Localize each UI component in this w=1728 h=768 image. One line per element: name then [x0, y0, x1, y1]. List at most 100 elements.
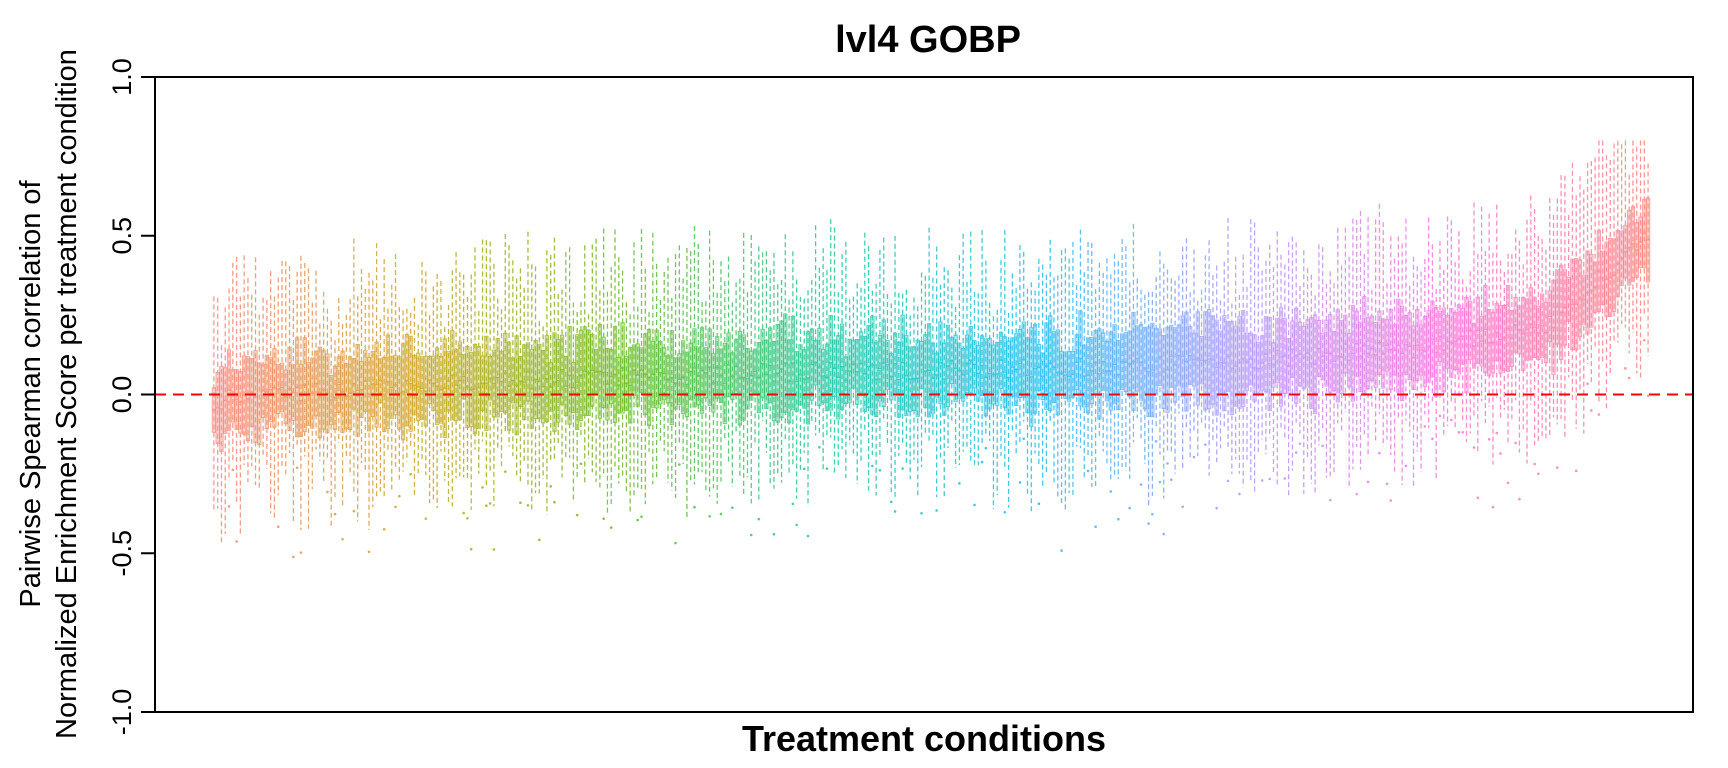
box-condition-56 — [419, 261, 425, 462]
box-condition-83 — [522, 287, 527, 463]
outlier-point — [795, 523, 798, 527]
box-condition-289 — [1301, 250, 1306, 494]
box-condition-354 — [1547, 197, 1552, 436]
box-condition-375 — [1627, 174, 1632, 380]
box-condition-157 — [802, 298, 807, 471]
box-condition-179 — [885, 294, 890, 446]
box-condition-123 — [673, 253, 678, 545]
box-condition-181 — [892, 235, 898, 513]
box-condition-62 — [442, 327, 447, 481]
box-condition-8 — [238, 296, 243, 536]
box-condition-198 — [957, 255, 962, 485]
box-condition-6 — [230, 262, 235, 472]
outlier-point — [488, 502, 492, 505]
box-condition-64 — [450, 270, 455, 507]
box-condition-37 — [348, 299, 353, 476]
box-condition-237 — [1104, 258, 1110, 466]
outlier-point — [1037, 502, 1041, 506]
box-condition-24 — [298, 255, 304, 554]
box-condition-116 — [646, 312, 652, 452]
box-condition-221 — [1044, 275, 1049, 473]
box-condition-333 — [1468, 271, 1473, 434]
outlier-point — [235, 540, 238, 543]
box-condition-13 — [257, 314, 262, 489]
box-condition-326 — [1441, 270, 1446, 435]
box-condition-177 — [877, 249, 883, 472]
box-condition-318 — [1411, 256, 1416, 488]
box-condition-238 — [1108, 274, 1113, 493]
box-condition-366 — [1593, 157, 1598, 348]
outlier-point — [1499, 452, 1502, 455]
box-condition-187 — [915, 306, 920, 496]
box-condition-288 — [1297, 285, 1303, 445]
box-condition-349 — [1528, 195, 1533, 405]
outlier-point — [878, 468, 882, 472]
box-condition-165 — [832, 227, 837, 473]
outlier-point — [609, 526, 613, 529]
box-condition-170 — [851, 296, 856, 457]
outlier-point — [1385, 482, 1389, 486]
box-condition-61 — [438, 281, 444, 452]
box-condition-103 — [597, 290, 602, 490]
box-condition-312 — [1388, 236, 1393, 502]
outlier-point — [1533, 462, 1536, 466]
outlier-point — [1476, 496, 1480, 500]
y-tick-label-4: 1.0 — [107, 58, 137, 96]
box-condition-101 — [590, 244, 595, 473]
box-condition-353 — [1543, 249, 1549, 439]
box-condition-350 — [1532, 208, 1537, 466]
box-condition-242 — [1123, 246, 1128, 471]
box-condition-188 — [919, 272, 924, 515]
box-condition-253 — [1165, 269, 1170, 465]
outlier-point — [276, 525, 280, 528]
box-condition-48 — [389, 284, 394, 492]
box-condition-108 — [616, 257, 621, 484]
box-condition-358 — [1562, 175, 1567, 437]
box-condition-156 — [798, 296, 803, 471]
box-condition-47 — [385, 308, 391, 451]
outlier-point — [818, 445, 821, 449]
box-condition-329 — [1453, 262, 1458, 430]
outlier-point — [893, 510, 897, 513]
box-condition-227 — [1067, 258, 1072, 494]
box-condition-300 — [1343, 227, 1348, 413]
box-condition-248 — [1146, 292, 1151, 525]
outlier-point — [935, 509, 938, 512]
outlier-point — [519, 501, 522, 505]
box-condition-164 — [828, 219, 833, 438]
outlier-point — [1169, 478, 1173, 481]
outlier-point — [341, 537, 344, 541]
box-condition-307 — [1369, 289, 1374, 408]
box-condition-106 — [609, 267, 614, 529]
box-condition-166 — [836, 292, 841, 466]
outlier-point — [1355, 492, 1359, 496]
box-condition-87 — [537, 321, 542, 542]
box-condition-368 — [1600, 140, 1605, 365]
box-condition-133 — [711, 260, 716, 489]
outlier-point — [1506, 481, 1510, 485]
box-condition-225 — [1059, 250, 1064, 552]
box-series — [211, 140, 1651, 559]
box-condition-152 — [783, 234, 788, 442]
box-condition-163 — [824, 270, 830, 470]
box-condition-54 — [412, 297, 417, 497]
y-axis-label-line2: Normalized Enrichment Score per treatmen… — [51, 49, 83, 739]
outlier-point — [481, 486, 484, 489]
outlier-point — [1461, 430, 1464, 434]
box-condition-23 — [295, 271, 300, 470]
outlier-point — [526, 504, 530, 507]
box-condition-371 — [1611, 143, 1617, 344]
box-condition-128 — [692, 226, 697, 509]
box-condition-17 — [272, 296, 277, 519]
box-condition-306 — [1365, 217, 1371, 484]
box-condition-379 — [1642, 140, 1647, 342]
box-condition-224 — [1055, 275, 1060, 499]
box-condition-206 — [987, 302, 992, 441]
outlier-point — [1003, 510, 1007, 514]
outlier-point — [825, 467, 829, 470]
box-condition-245 — [1135, 278, 1140, 418]
box-condition-290 — [1305, 268, 1310, 460]
box-condition-112 — [631, 242, 637, 496]
box-condition-305 — [1362, 254, 1367, 435]
outlier-point — [749, 533, 753, 537]
